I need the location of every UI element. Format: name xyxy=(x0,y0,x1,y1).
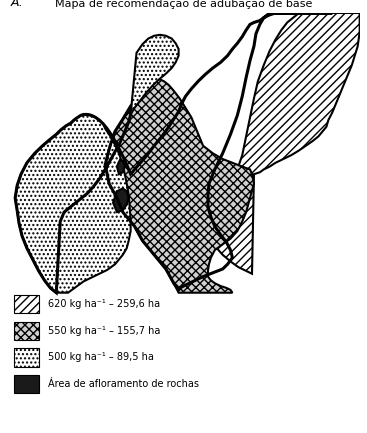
Polygon shape xyxy=(105,79,254,293)
Bar xyxy=(14,295,39,313)
Polygon shape xyxy=(117,160,125,174)
Bar xyxy=(14,348,39,367)
Text: 500 kg ha⁻¹ – 89,5 ha: 500 kg ha⁻¹ – 89,5 ha xyxy=(48,352,154,362)
Polygon shape xyxy=(113,188,129,212)
Bar xyxy=(14,375,39,394)
Text: Mapa de recomendação de adubação de base: Mapa de recomendação de adubação de base xyxy=(55,0,312,9)
Bar xyxy=(14,321,39,340)
Polygon shape xyxy=(15,114,131,293)
Text: Área de afloramento de rochas: Área de afloramento de rochas xyxy=(48,379,199,389)
Polygon shape xyxy=(131,35,179,114)
Text: A.: A. xyxy=(11,0,23,9)
Text: 620 kg ha⁻¹ – 259,6 ha: 620 kg ha⁻¹ – 259,6 ha xyxy=(48,299,160,309)
Polygon shape xyxy=(213,13,360,274)
Text: 550 kg ha⁻¹ – 155,7 ha: 550 kg ha⁻¹ – 155,7 ha xyxy=(48,326,160,336)
